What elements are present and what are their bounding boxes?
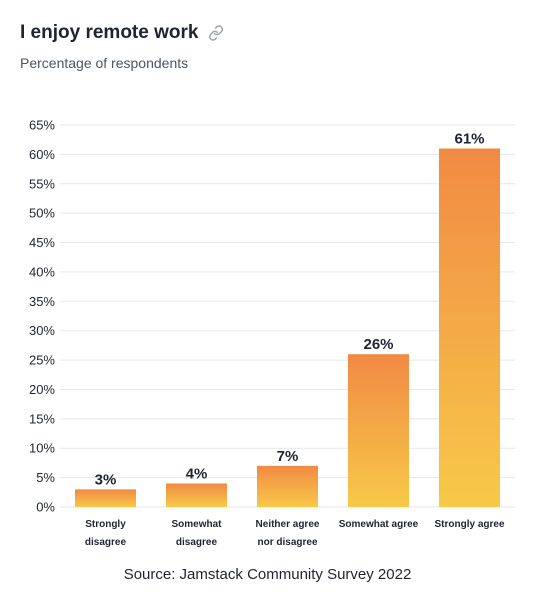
- bar-value-label: 61%: [454, 131, 484, 148]
- x-tick-label: nor disagree: [257, 537, 317, 548]
- bar[interactable]: [75, 489, 136, 507]
- y-tick-label: 5%: [36, 470, 55, 485]
- x-tick-label: disagree: [85, 537, 127, 548]
- bar-value-label: 7%: [277, 448, 299, 465]
- y-tick-label: 60%: [29, 147, 55, 162]
- bar[interactable]: [257, 465, 318, 507]
- y-tick-label: 25%: [29, 353, 55, 368]
- title-row: I enjoy remote work: [20, 22, 224, 44]
- chart-title: I enjoy remote work: [20, 22, 199, 43]
- bar[interactable]: [439, 148, 500, 507]
- y-axis: 0% 5% 10% 15% 20% 25% 30% 35% 40% 45% 50% 55% 60% 65%: [29, 118, 55, 515]
- bar[interactable]: [166, 483, 227, 507]
- source-caption: Source: Jamstack Community Survey 2022: [123, 566, 412, 583]
- y-tick-label: 55%: [29, 176, 55, 191]
- y-tick-label: 45%: [29, 235, 55, 250]
- bar-value-label: 4%: [186, 465, 208, 482]
- x-tick-label: Strongly agree: [434, 519, 504, 530]
- y-tick-label: 35%: [29, 294, 55, 309]
- y-tick-label: 15%: [29, 411, 55, 426]
- x-tick-label: Somewhat agree: [339, 519, 419, 530]
- y-tick-label: 65%: [29, 118, 55, 133]
- bar-chart: 0% 5% 10% 15% 20% 25% 30% 35% 40% 45% 50% 55% 60% 65%…: [29, 118, 515, 548]
- bar-value-label: 3%: [95, 471, 117, 488]
- x-tick-label: disagree: [176, 537, 218, 548]
- x-axis: Strongly disagree Somewhat disagree Neither …: [85, 519, 505, 548]
- y-tick-label: 50%: [29, 206, 55, 221]
- x-tick-label: Strongly: [85, 519, 126, 530]
- x-tick-label: Somewhat: [171, 519, 222, 530]
- bar[interactable]: [348, 354, 409, 507]
- y-tick-label: 10%: [29, 441, 55, 456]
- y-tick-label: 30%: [29, 323, 55, 338]
- link-icon[interactable]: [208, 25, 224, 41]
- x-tick-label: Neither agree: [256, 519, 320, 530]
- y-tick-label: 40%: [29, 264, 55, 279]
- bar-value-label: 26%: [363, 336, 393, 353]
- y-tick-label: 0%: [36, 500, 55, 515]
- data-labels: 3% 4% 7% 26% 61%: [95, 131, 485, 489]
- chart-subtitle: Percentage of respondents: [20, 55, 189, 71]
- bars: [75, 148, 500, 507]
- y-tick-label: 20%: [29, 382, 55, 397]
